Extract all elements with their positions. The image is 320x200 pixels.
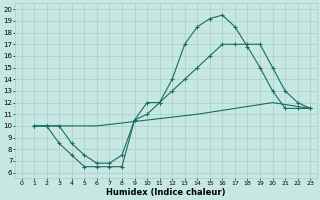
X-axis label: Humidex (Indice chaleur): Humidex (Indice chaleur) <box>106 188 226 197</box>
